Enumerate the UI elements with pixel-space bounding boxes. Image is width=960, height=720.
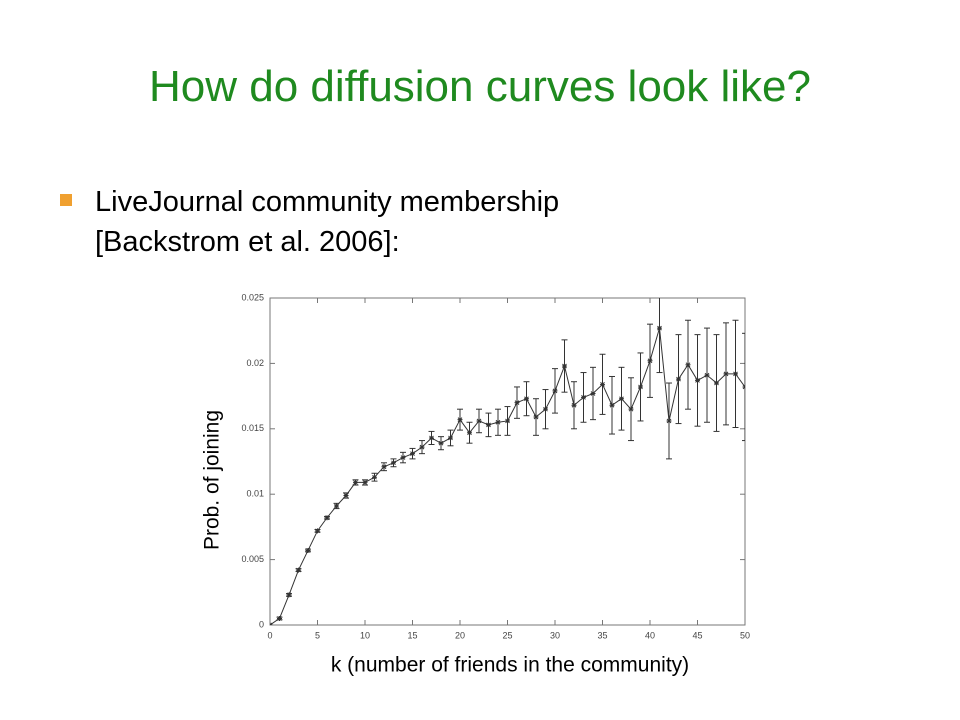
point-marker	[324, 515, 330, 521]
point-marker	[343, 493, 349, 499]
point-marker	[286, 592, 292, 598]
point-marker	[638, 384, 643, 390]
slide-title: How do diffusion curves look like?	[149, 62, 811, 111]
point-marker	[619, 396, 624, 402]
point-marker	[372, 474, 377, 480]
bullet-line: [Backstrom et al. 2006]:	[95, 226, 400, 258]
y-tick-label: 0.01	[246, 489, 264, 499]
point-marker	[704, 372, 710, 378]
point-marker	[571, 402, 577, 408]
point-marker	[723, 371, 729, 377]
point-marker	[695, 377, 700, 383]
point-marker	[742, 384, 745, 390]
series-line	[270, 327, 745, 625]
point-marker	[609, 402, 615, 408]
point-marker	[410, 451, 415, 457]
point-marker	[457, 417, 463, 423]
x-tick-label: 50	[740, 630, 750, 640]
point-marker	[666, 418, 672, 424]
point-marker	[590, 390, 596, 396]
plot-frame	[269, 297, 746, 626]
point-marker	[486, 422, 491, 428]
x-tick-label: 0	[267, 630, 272, 640]
point-marker	[362, 479, 368, 485]
y-axis-label: Prob. of joining	[201, 410, 224, 550]
point-marker	[448, 435, 453, 441]
point-marker	[562, 363, 567, 369]
point-marker	[305, 547, 311, 553]
point-marker	[476, 418, 482, 424]
point-marker	[543, 406, 548, 412]
point-marker	[514, 400, 520, 406]
point-marker	[277, 615, 282, 621]
point-marker	[714, 380, 719, 386]
bullet-marker	[60, 194, 72, 206]
x-tick-label: 20	[455, 630, 465, 640]
point-marker	[647, 358, 653, 364]
x-tick-label: 35	[597, 630, 607, 640]
x-tick-label: 45	[692, 630, 702, 640]
point-marker	[581, 394, 586, 400]
y-tick-label: 0	[259, 619, 264, 629]
bullet: LiveJournal community membership [Backst…	[60, 182, 860, 262]
x-tick-label: 5	[315, 630, 320, 640]
x-tick-label: 10	[360, 630, 370, 640]
point-marker	[495, 419, 501, 425]
y-tick-label: 0.015	[241, 423, 264, 433]
point-marker	[334, 503, 339, 509]
point-marker	[505, 418, 510, 424]
point-marker	[381, 464, 387, 470]
y-tick-label: 0.02	[246, 358, 264, 368]
point-marker	[315, 528, 320, 534]
x-tick-label: 40	[645, 630, 655, 640]
bullet-line: LiveJournal community membership	[95, 186, 560, 218]
point-marker	[429, 435, 434, 441]
x-tick-label: 30	[550, 630, 560, 640]
point-marker	[524, 396, 529, 402]
y-tick-label: 0.005	[241, 554, 264, 564]
y-tick-label: 0.025	[241, 292, 264, 302]
point-marker	[552, 388, 558, 394]
point-marker	[533, 414, 539, 420]
error-bar	[742, 332, 745, 442]
x-tick-label: 15	[407, 630, 417, 640]
point-marker	[657, 325, 662, 331]
point-marker	[419, 444, 425, 450]
point-marker	[685, 362, 691, 368]
point-marker	[628, 406, 634, 412]
series	[270, 298, 745, 625]
point-marker	[270, 622, 273, 625]
point-marker	[676, 376, 681, 382]
point-marker	[353, 479, 358, 485]
point-marker	[467, 430, 472, 436]
point-marker	[296, 567, 301, 573]
x-axis-label: k (number of friends in the community)	[331, 654, 689, 677]
point-marker	[391, 460, 396, 466]
point-marker	[600, 381, 605, 387]
point-marker	[400, 455, 406, 461]
point-marker	[733, 371, 738, 377]
point-marker	[438, 440, 444, 446]
x-tick-label: 25	[502, 630, 512, 640]
